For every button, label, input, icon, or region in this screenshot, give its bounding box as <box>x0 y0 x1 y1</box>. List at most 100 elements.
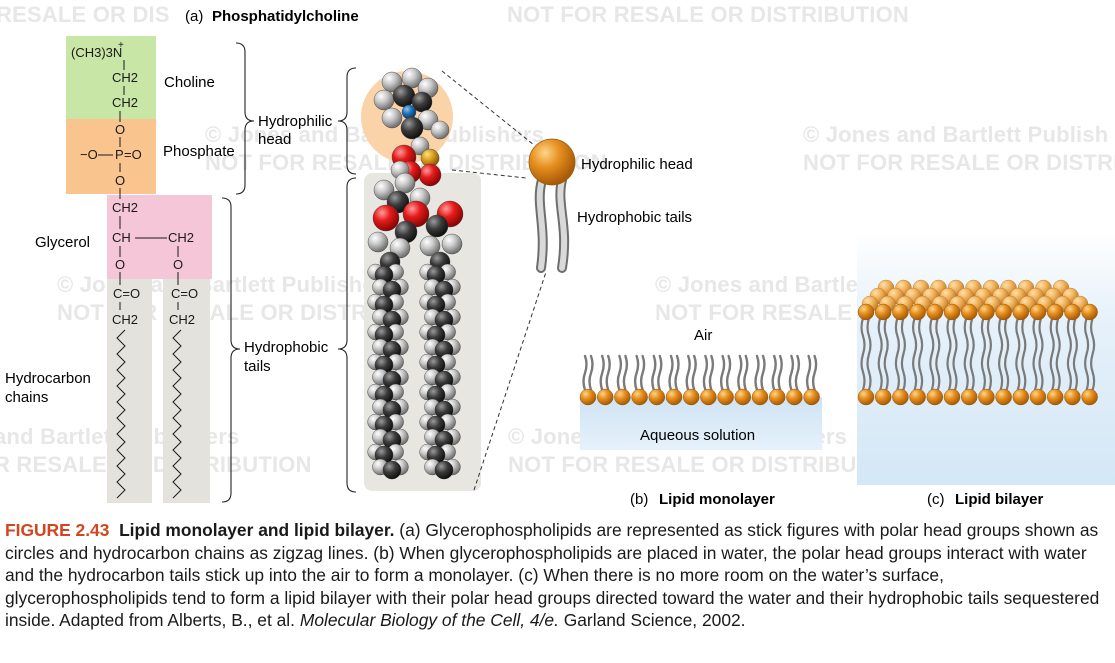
hydrocarbon-zigzag-1 <box>116 329 126 499</box>
lipid-tail <box>952 316 958 392</box>
hydrogen-atom <box>430 120 450 140</box>
lipid-tail <box>946 316 952 392</box>
lipid-head <box>909 388 926 406</box>
lipid-tail <box>657 354 663 392</box>
lipid-head <box>803 388 820 406</box>
zoom-line-mid <box>451 169 527 179</box>
lipid-head <box>1012 303 1030 321</box>
lipid-tail <box>1090 316 1096 392</box>
aqueous-label: Aqueous solution <box>640 427 755 444</box>
lipid-tail <box>811 354 818 392</box>
formula-o: O <box>115 173 125 188</box>
lipid-tail <box>883 316 889 392</box>
caption-book-title: Molecular Biology of the Cell, 4/e. <box>299 610 559 631</box>
formula-ch2: CH2 <box>168 230 194 245</box>
formula-ch2: CH2 <box>112 95 138 110</box>
lipid-tail <box>1015 316 1021 392</box>
lipid-tail <box>725 354 732 392</box>
lipid-head <box>909 303 926 321</box>
oxygen-atom <box>372 204 400 232</box>
lipid-head <box>1046 388 1064 406</box>
hydrocarbon-label-line2: chains <box>5 389 48 406</box>
lipid-head <box>717 388 734 406</box>
lipid-head <box>1029 388 1047 406</box>
formula-ch2: CH2 <box>169 312 195 327</box>
formula-p: P <box>115 147 124 162</box>
lipid-head <box>751 388 769 406</box>
hydrogen-atom <box>367 231 389 253</box>
lipid-head <box>1029 303 1047 321</box>
lipid-head <box>857 388 875 406</box>
lipid-tail <box>719 354 726 392</box>
lipid-tail <box>622 354 629 392</box>
choline-label: Choline <box>164 74 215 91</box>
choline-box <box>66 36 156 119</box>
nitrogen-atom <box>401 104 417 120</box>
lipid-head <box>1081 303 1098 321</box>
bilayer-lipids <box>857 279 1098 406</box>
schematic-tails-label: Hydrophobic tails <box>577 209 692 226</box>
lipid-tail <box>708 354 715 392</box>
caption-body: (a) Glycerophospholipids are represented… <box>5 520 1100 631</box>
lipid-tail <box>900 316 906 392</box>
lipid-tail <box>1021 316 1027 392</box>
formula-ch2: CH2 <box>112 70 138 85</box>
formula-ch2: CH2 <box>112 312 138 327</box>
lipid-tail <box>691 354 697 392</box>
formula-c-eq-o: C=O <box>171 286 198 301</box>
lipid-tail <box>929 316 935 392</box>
schematic-lipid <box>528 138 576 273</box>
formula-plus: + <box>118 40 124 51</box>
lipid-head <box>1064 388 1081 406</box>
lipid-head <box>682 388 700 406</box>
lipid-tail <box>743 354 749 392</box>
caption-title: Lipid monolayer and lipid bilayer. <box>119 520 395 540</box>
carbon-atom <box>425 214 449 238</box>
lipid-head <box>874 388 892 406</box>
lipid-tail <box>674 354 680 392</box>
lipid-tail <box>639 354 646 392</box>
lipid-tail <box>668 354 674 392</box>
lipid-head <box>892 388 909 406</box>
lipid-tail <box>605 354 611 392</box>
lipid-head <box>631 388 648 406</box>
lipid-head <box>700 388 717 406</box>
lipid-head <box>1046 303 1064 321</box>
figure-caption: FIGURE 2.43 Lipid monolayer and lipid bi… <box>5 519 1105 632</box>
monolayer-water <box>580 397 822 450</box>
lipid-tail <box>935 316 941 392</box>
hydrogen-atom <box>419 235 441 257</box>
lipid-tail <box>1004 316 1010 392</box>
lipid-tail <box>771 354 777 392</box>
lipid-head <box>786 388 803 406</box>
watermark-text: NOT FOR RESALE OR DISTRIBUTION <box>508 452 910 477</box>
lipid-tail <box>877 316 883 392</box>
lipid-tail <box>599 354 605 392</box>
watermark-text: NOT FOR RESALE OR DISTRI <box>803 150 1115 175</box>
lipid-tail <box>1038 316 1044 392</box>
chain-column-1 <box>107 279 152 503</box>
lipid-tail <box>777 354 783 392</box>
lipid-head <box>978 388 995 406</box>
lipid-tail <box>860 316 866 392</box>
lipid-head <box>943 303 961 321</box>
lipid-head <box>1012 388 1030 406</box>
lipid-head <box>995 303 1012 321</box>
hydrogen-atom <box>373 89 395 111</box>
zoom-line-bottom <box>473 271 547 491</box>
lipid-tail <box>894 316 900 392</box>
hydrogen-atom <box>381 71 403 93</box>
hydrocarbon-zigzag-2 <box>172 329 182 499</box>
watermark-text: RESALE OR DIS <box>0 2 170 27</box>
hydrophilic-label-line1: Hydrophilic <box>258 113 333 130</box>
lipid-tail <box>754 354 760 392</box>
caption-publisher: Garland Science, 2002. <box>558 610 746 631</box>
model-tail-brace <box>337 177 357 493</box>
hydrogen-atom <box>373 179 395 201</box>
lipid-tail <box>1049 316 1055 392</box>
lipid-tail <box>588 354 594 392</box>
formula-o-minus: −O <box>80 147 98 162</box>
monolayer-lipids <box>579 354 820 406</box>
formula-ch2: CH2 <box>112 200 138 215</box>
hydrophobic-brace <box>221 197 241 503</box>
